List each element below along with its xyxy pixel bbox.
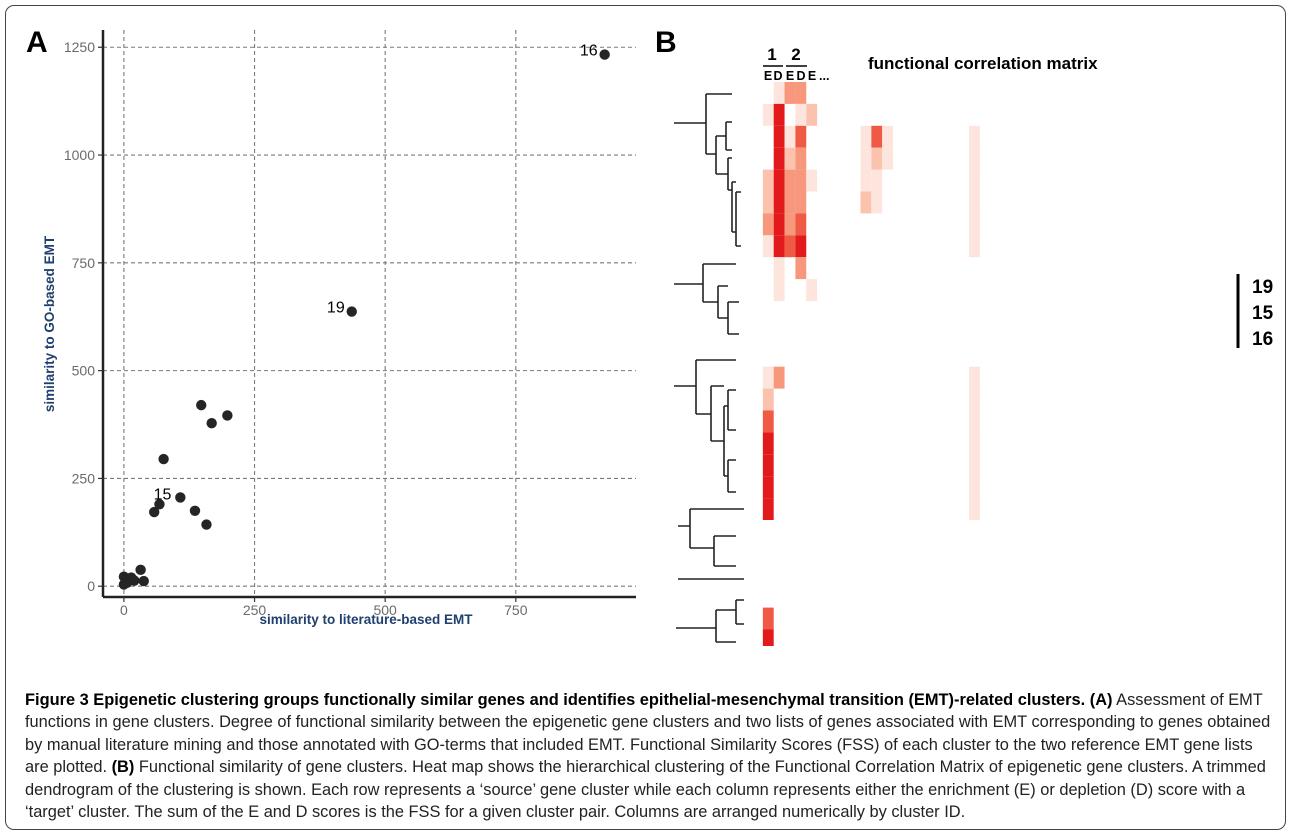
heatmap-cell xyxy=(969,235,980,257)
heatmap-cell xyxy=(785,235,796,257)
column-label: E xyxy=(764,69,772,83)
heatmap-cell xyxy=(795,213,806,235)
heatmap-cell xyxy=(774,104,785,126)
heatmap-cell xyxy=(969,411,980,433)
column-group-2: 2 xyxy=(791,45,800,64)
heatmap-cell xyxy=(806,170,817,192)
heatmap-cell xyxy=(785,126,796,148)
heatmap-cell xyxy=(969,192,980,214)
heatmap-cell xyxy=(763,235,774,257)
heatmap-cell xyxy=(763,389,774,411)
heatmap-cell xyxy=(871,192,882,214)
heatmap-cell xyxy=(795,82,806,104)
heatmap-cell xyxy=(774,82,785,104)
heatmap-cell xyxy=(795,235,806,257)
heatmap-cell xyxy=(871,170,882,192)
caption-a-tag: (A) xyxy=(1090,691,1113,709)
heatmap-title: functional correlation matrix xyxy=(868,54,1098,73)
heatmap-cell xyxy=(763,411,774,433)
column-group-1: 1 xyxy=(767,45,776,64)
heatmap-cell xyxy=(763,432,774,454)
column-label: E xyxy=(808,69,816,83)
heatmap-cell xyxy=(763,608,774,630)
heatmap-cell xyxy=(795,257,806,279)
row-dendrogram xyxy=(674,94,744,642)
heatmap-cell xyxy=(774,235,785,257)
heatmap-cell xyxy=(763,213,774,235)
heatmap-cell xyxy=(763,367,774,389)
heatmap-cell xyxy=(871,126,882,148)
heatmap-cell xyxy=(969,148,980,170)
heatmap-cell xyxy=(969,454,980,476)
heatmap-cell xyxy=(861,170,872,192)
caption-lead: Figure 3 Epigenetic clustering groups fu… xyxy=(25,691,1085,709)
heatmap-cell xyxy=(763,498,774,520)
heatmap-cell xyxy=(763,170,774,192)
caption-b-text: Functional similarity of gene clusters. … xyxy=(25,758,1266,821)
heatmap-cell xyxy=(969,367,980,389)
heatmap-cell xyxy=(969,389,980,411)
heatmap-cell xyxy=(785,82,796,104)
heatmap-cell xyxy=(795,126,806,148)
side-label-19: 19 xyxy=(1252,277,1273,298)
heatmap-cell xyxy=(774,213,785,235)
heatmap-cell xyxy=(763,454,774,476)
heatmap-cell xyxy=(969,476,980,498)
heatmap-cell xyxy=(774,148,785,170)
heatmap-cell xyxy=(774,279,785,301)
side-label-16: 16 xyxy=(1252,329,1273,350)
side-label-15: 15 xyxy=(1252,303,1274,324)
column-label: D xyxy=(773,69,782,83)
heatmap-cell xyxy=(969,126,980,148)
heatmap-cell xyxy=(806,279,817,301)
heatmap-cell xyxy=(969,498,980,520)
heatmap-cell xyxy=(785,148,796,170)
heatmap-cell xyxy=(861,148,872,170)
heatmap-cell xyxy=(795,104,806,126)
heatmap-cell xyxy=(795,192,806,214)
caption-b-tag: (B) xyxy=(112,758,135,776)
heatmap-cell xyxy=(795,148,806,170)
heatmap-cell xyxy=(763,630,774,647)
heatmap-cell xyxy=(774,192,785,214)
column-ellipsis: ... xyxy=(819,69,829,83)
heatmap-cell xyxy=(969,432,980,454)
heatmap-cell xyxy=(806,104,817,126)
heatmap-cell xyxy=(774,367,785,389)
heatmap: functional correlation matrix 1 2 E D E … xyxy=(6,6,1286,646)
heatmap-cell xyxy=(785,192,796,214)
heatmap-cell xyxy=(861,192,872,214)
heatmap-cell xyxy=(871,148,882,170)
heatmap-cell xyxy=(763,192,774,214)
heatmap-cell xyxy=(882,126,893,148)
heatmap-cell xyxy=(795,170,806,192)
heatmap-cell xyxy=(774,170,785,192)
heatmap-cell xyxy=(969,170,980,192)
heatmap-cell xyxy=(763,476,774,498)
column-label: D xyxy=(796,69,805,83)
heatmap-cell xyxy=(774,257,785,279)
heatmap-cell xyxy=(969,213,980,235)
figure-caption: Figure 3 Epigenetic clustering groups fu… xyxy=(25,689,1280,823)
heatmap-cell xyxy=(774,126,785,148)
heatmap-cell xyxy=(785,170,796,192)
heatmap-cell xyxy=(882,148,893,170)
heatmap-cell xyxy=(861,126,872,148)
column-label: E xyxy=(786,69,794,83)
heatmap-cell xyxy=(763,104,774,126)
heatmap-cell xyxy=(785,213,796,235)
figure-frame: A 0 250 500 750 0 250 500 750 1000 1250 16 19 15 si… xyxy=(5,5,1286,830)
